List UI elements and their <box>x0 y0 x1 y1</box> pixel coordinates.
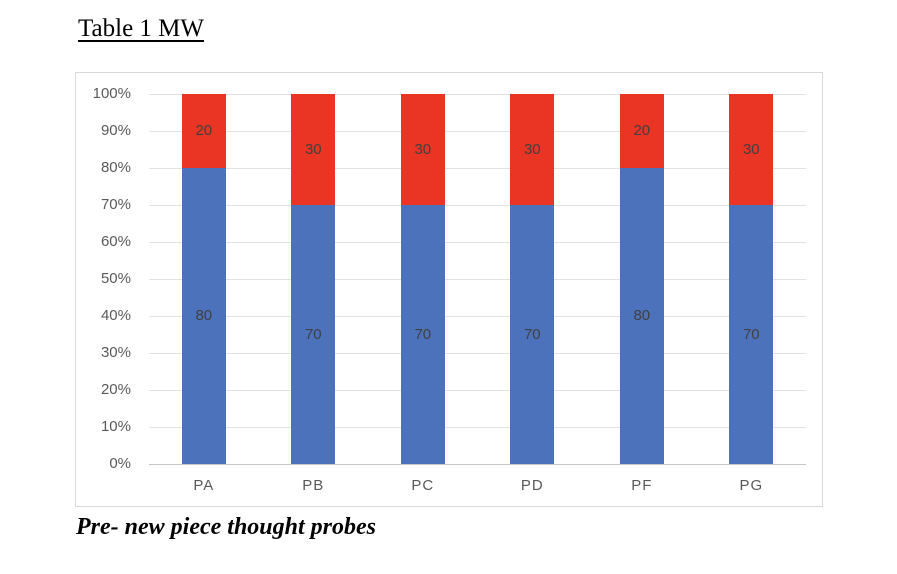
bar-segment: 80 <box>619 168 664 464</box>
bar-data-label: 80 <box>195 307 213 324</box>
x-axis-category-label: PB <box>302 477 325 494</box>
gridline <box>149 463 806 465</box>
bar-data-label: 70 <box>523 325 541 343</box>
bar-segment: 30 <box>729 94 774 205</box>
y-axis-tick-label: 80% <box>100 159 131 176</box>
bar-data-label: 20 <box>195 122 213 139</box>
y-axis-tick-label: 40% <box>100 307 131 324</box>
bar-data-label: 20 <box>633 122 651 139</box>
y-axis-tick-label: 10% <box>100 418 131 435</box>
gridline <box>149 278 806 280</box>
chart-title: Table 1 MW <box>78 15 204 42</box>
bar-segment: 70 <box>510 205 555 464</box>
y-axis-tick-label: 0% <box>109 455 131 472</box>
gridline <box>149 426 806 428</box>
gridline <box>149 130 806 132</box>
chart-caption: Pre- new piece thought probes <box>76 514 376 540</box>
bar-data-label: 70 <box>304 325 322 343</box>
gridline <box>149 167 806 169</box>
gridline <box>149 241 806 243</box>
bar-data-label: 70 <box>742 325 760 343</box>
bar-data-label: 30 <box>414 140 432 158</box>
y-axis-tick-label: 100% <box>92 85 131 102</box>
bar-data-label: 30 <box>742 140 760 158</box>
x-axis-category-label: PC <box>411 477 435 494</box>
gridline <box>149 352 806 354</box>
bar-data-label: 30 <box>304 140 322 158</box>
x-axis-category-label: PG <box>739 477 764 494</box>
bar-segment: 80 <box>181 168 226 464</box>
gridline <box>149 315 806 317</box>
bar-segment: 30 <box>400 94 445 205</box>
bar-segment: 20 <box>619 94 664 168</box>
gridline <box>149 389 806 391</box>
x-axis-category-label: PA <box>193 477 215 494</box>
bar-segment: 70 <box>400 205 445 464</box>
chart-frame: 0% 10% 20% 30% 40% 50% 60% 70% 80% 90% 100% 80 20 PA 7… <box>75 72 823 507</box>
x-axis-category-label: PF <box>631 477 653 494</box>
bar-segment: 30 <box>291 94 336 205</box>
y-axis-tick-label: 60% <box>100 233 131 250</box>
y-axis-tick-label: 30% <box>100 344 131 361</box>
bar-segment: 70 <box>291 205 336 464</box>
bar-segment: 30 <box>510 94 555 205</box>
y-axis-tick-label: 20% <box>100 381 131 398</box>
y-axis-tick-label: 90% <box>100 122 131 139</box>
y-axis-tick-label: 70% <box>100 196 131 213</box>
y-axis-tick-label: 50% <box>100 270 131 287</box>
bar-data-label: 30 <box>523 140 541 158</box>
x-axis-category-label: PD <box>520 477 544 494</box>
bar-data-label: 70 <box>414 325 432 343</box>
bar-segment: 20 <box>181 94 226 168</box>
bar-data-label: 80 <box>633 307 651 324</box>
bar-segment: 70 <box>729 205 774 464</box>
gridline <box>149 93 806 95</box>
gridline <box>149 204 806 206</box>
